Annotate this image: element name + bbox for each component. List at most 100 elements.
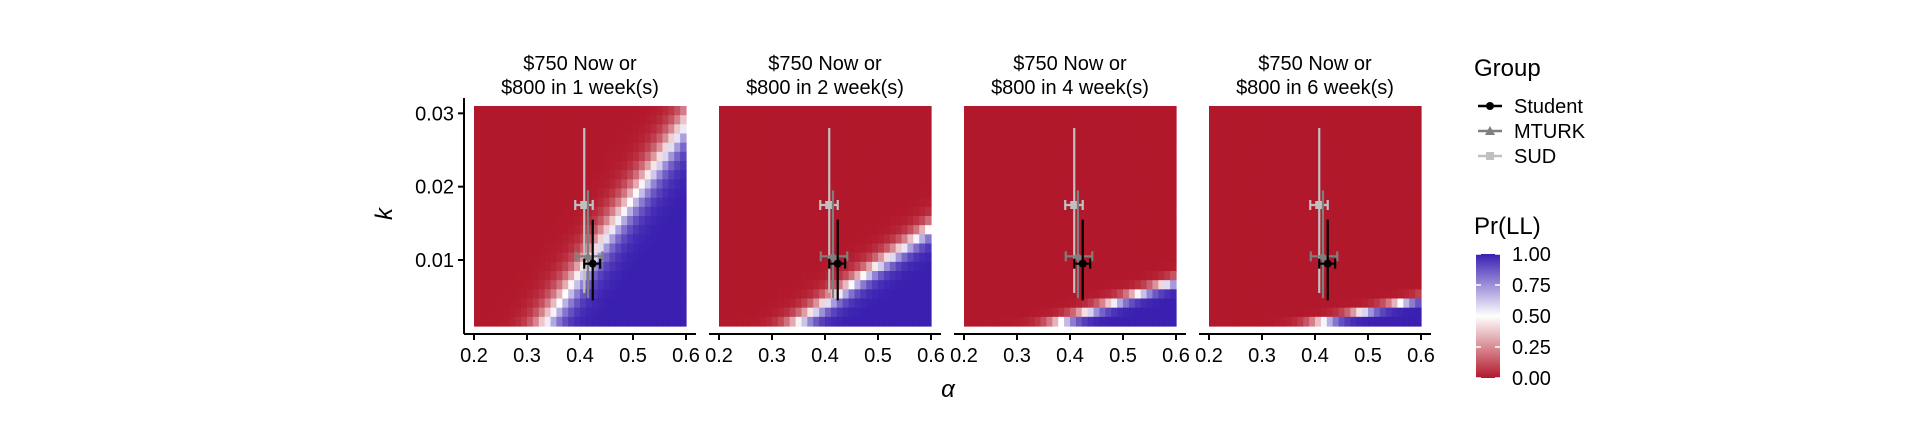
heatmap-tile — [1146, 151, 1154, 162]
heatmap-tile — [1262, 307, 1269, 318]
heatmap-tile — [1209, 271, 1216, 281]
heatmap-tile — [615, 252, 622, 263]
heatmap-tile — [1320, 179, 1328, 190]
heatmap-tile — [836, 115, 844, 125]
heatmap-tile — [1105, 142, 1112, 153]
heatmap-tile — [585, 197, 593, 208]
heatmap-tile — [1058, 316, 1065, 327]
heatmap-tile — [479, 197, 487, 208]
heatmap-tile — [1117, 206, 1124, 217]
heatmap-tile — [656, 243, 664, 254]
heatmap-tile — [1326, 161, 1334, 171]
heatmap-tile — [883, 271, 891, 281]
heatmap-tile — [650, 298, 658, 309]
heatmap-tile — [597, 197, 605, 208]
heatmap-tile — [1338, 133, 1346, 144]
heatmap-tile — [724, 142, 732, 153]
heatmap-tile — [1232, 170, 1240, 180]
heatmap-tile — [1320, 316, 1328, 327]
heatmap-tile — [1123, 206, 1130, 217]
heatmap-tile — [1081, 225, 1089, 235]
heatmap-tile — [1373, 271, 1381, 281]
heatmap-tile — [1368, 316, 1375, 327]
estimate-mturk — [574, 190, 604, 299]
heatmap-tile — [609, 170, 616, 180]
heatmap-tile — [1297, 307, 1304, 318]
heatmap-tile — [1099, 170, 1106, 180]
heatmap-tile — [1081, 271, 1089, 281]
heatmap-tile — [1368, 133, 1375, 144]
heatmap-tile — [544, 142, 552, 153]
heatmap-tile — [981, 197, 989, 208]
heatmap-tile — [1117, 271, 1124, 281]
heatmap-tile — [901, 206, 909, 217]
heatmap-tile — [515, 106, 522, 116]
heatmap-tile — [1332, 142, 1340, 153]
heatmap-tile — [1344, 133, 1351, 144]
heatmap-tile — [1250, 261, 1257, 272]
heatmap-tile — [491, 307, 499, 318]
heatmap-tile — [883, 170, 891, 180]
heatmap-tile — [1064, 170, 1071, 180]
heatmap-tile — [515, 225, 522, 235]
heatmap-tile — [872, 307, 879, 318]
heatmap-tile — [633, 280, 640, 290]
heatmap-tile — [1273, 161, 1281, 171]
heatmap-tile — [656, 151, 664, 162]
heatmap-tile — [919, 280, 926, 290]
heatmap-tile — [975, 280, 983, 290]
heatmap-tile — [1309, 289, 1316, 300]
heatmap-tile — [603, 234, 611, 245]
heatmap-tile — [1303, 289, 1310, 300]
heatmap-tile — [556, 161, 563, 171]
heatmap-tile — [1403, 188, 1410, 199]
heatmap-tile — [656, 197, 664, 208]
heatmap-tile — [836, 124, 844, 135]
heatmap-tile — [1099, 206, 1106, 217]
heatmap-tile — [497, 280, 505, 290]
heatmap-tile — [479, 170, 487, 180]
heatmap-tile — [585, 142, 593, 153]
heatmap-tile — [760, 170, 767, 180]
heatmap-tile — [544, 298, 552, 309]
heatmap-tile — [925, 170, 932, 180]
heatmap-tile — [1250, 216, 1257, 226]
heatmap-tile — [719, 298, 726, 309]
heatmap-tile — [1058, 161, 1065, 171]
heatmap-tile — [836, 252, 844, 263]
heatmap-tile — [719, 307, 726, 318]
heatmap-tile — [491, 206, 499, 217]
heatmap-tile — [1028, 252, 1036, 263]
heatmap-tile — [621, 289, 628, 300]
heatmap-tile — [627, 179, 634, 190]
heatmap-tile — [644, 161, 652, 171]
heatmap-tile — [1170, 225, 1177, 235]
heatmap-tile — [1332, 307, 1340, 318]
heatmap-tile — [1385, 161, 1393, 171]
heatmap-tile — [491, 243, 499, 254]
heatmap-tile — [1391, 206, 1399, 217]
heatmap-tile — [866, 106, 873, 116]
heatmap-tile — [585, 234, 593, 245]
heatmap-tile — [742, 289, 750, 300]
heatmap-tile — [1250, 252, 1257, 263]
heatmap-tile — [860, 188, 867, 199]
heatmap-tile — [1164, 225, 1171, 235]
heatmap-tile — [819, 115, 826, 125]
heatmap-tile — [1140, 142, 1148, 153]
heatmap-tile — [1075, 133, 1083, 144]
heatmap-tile — [591, 179, 599, 190]
heatmap-tile — [872, 234, 879, 245]
heatmap-tile — [830, 280, 838, 290]
heatmap-tile — [485, 151, 493, 162]
heatmap-tile — [656, 115, 664, 125]
heatmap-tile — [981, 280, 989, 290]
heatmap-tile — [1256, 298, 1263, 309]
heatmap-tile — [562, 316, 569, 327]
heatmap-tile — [1356, 252, 1363, 263]
heatmap-tile — [987, 289, 995, 300]
heatmap-tile — [503, 252, 510, 263]
heatmap-tile — [777, 271, 785, 281]
heatmap-tile — [1320, 106, 1328, 116]
heatmap-tile — [603, 316, 611, 327]
